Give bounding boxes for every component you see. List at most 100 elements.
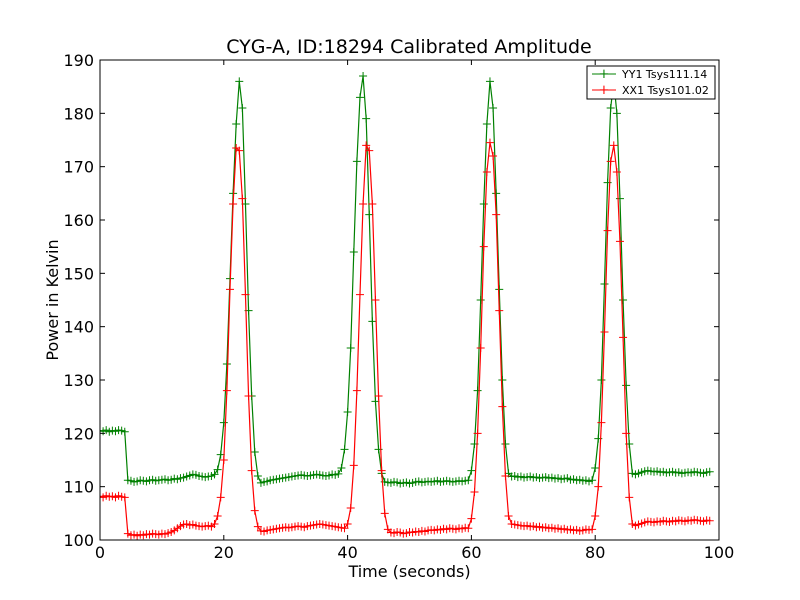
data-point (253, 472, 262, 480)
data-point (334, 469, 343, 478)
data-point (495, 285, 504, 294)
y-tick-label: 190 (63, 51, 94, 70)
data-point (343, 408, 352, 416)
data-point (467, 466, 476, 475)
data-point (473, 429, 482, 438)
x-tick-label: 100 (704, 543, 735, 562)
x-tick-label: 0 (95, 543, 105, 562)
data-point (615, 194, 624, 203)
data-point (609, 141, 618, 150)
data-point (612, 109, 621, 118)
data-point (482, 168, 491, 176)
data-point (216, 450, 225, 459)
y-tick-label: 100 (63, 531, 94, 550)
data-point (362, 114, 371, 123)
data-point (612, 168, 621, 176)
y-tick-label: 160 (63, 211, 94, 230)
data-point (498, 376, 507, 384)
data-point (485, 138, 494, 147)
data-point (349, 248, 358, 256)
y-axis-label: Power in Kelvin (43, 239, 62, 360)
data-point (489, 152, 498, 160)
data-point (210, 470, 219, 479)
data-point (588, 476, 597, 485)
y-tick-label: 150 (63, 264, 94, 283)
legend-marker-xx1: + (599, 83, 610, 98)
x-tick-label: 60 (461, 543, 481, 562)
data-point (705, 467, 714, 476)
data-point (222, 386, 231, 395)
data-point (250, 448, 259, 456)
data-point (464, 476, 473, 485)
data-point (377, 466, 386, 475)
data-point (371, 397, 380, 406)
ticks-layer: 0 20 40 60 80 100 100 110 120 130 140 150 160 170 180 1… (63, 51, 734, 562)
data-point (238, 104, 247, 112)
data-point (597, 418, 606, 427)
data-point (216, 493, 225, 502)
data-point (238, 194, 247, 203)
series-layer (100, 72, 714, 540)
data-point (485, 77, 494, 86)
data-point (476, 296, 485, 304)
data-point (492, 210, 501, 219)
data-point (213, 465, 222, 474)
data-point (346, 344, 355, 352)
legend-marker-yy1: + (599, 67, 610, 82)
data-point (352, 157, 361, 166)
data-point (368, 317, 377, 326)
legend-box (586, 65, 716, 100)
data-point (337, 464, 346, 472)
data-point (600, 328, 609, 336)
data-point (588, 525, 597, 534)
data-point (479, 200, 488, 208)
data-point (501, 440, 510, 448)
y-tick-label: 140 (63, 318, 94, 337)
data-point (355, 290, 364, 299)
data-point (705, 516, 714, 525)
x-tick-label: 80 (585, 543, 605, 562)
data-point (346, 504, 355, 512)
data-point (619, 296, 628, 304)
y-tick-label: 120 (63, 424, 94, 443)
data-point (219, 418, 228, 427)
data-point (464, 524, 473, 533)
data-point (380, 509, 389, 518)
data-point (225, 285, 234, 294)
data-point (229, 200, 238, 208)
chart-title: CYG-A, ID:18294 Calibrated Amplitude (226, 36, 591, 58)
data-point (606, 104, 615, 112)
plot-frame (99, 59, 720, 541)
data-point (600, 280, 609, 288)
data-point (359, 200, 368, 208)
y-tick-label: 110 (63, 478, 94, 497)
x-tick-label: 40 (337, 543, 357, 562)
data-point (603, 226, 612, 235)
data-point (625, 493, 634, 502)
data-point (340, 445, 349, 454)
legend: + YY1 Tsys111.14 + XX1 Tsys101.02 (586, 65, 716, 100)
data-point (371, 296, 380, 304)
data-point (232, 120, 241, 128)
data-point (495, 306, 504, 315)
data-point (470, 488, 479, 496)
data-point (622, 381, 631, 390)
data-point (479, 242, 488, 251)
data-point (219, 456, 228, 464)
y-tick-label: 170 (63, 158, 94, 177)
data-point (467, 514, 476, 523)
data-point (253, 522, 262, 531)
data-point (355, 93, 364, 102)
data-point (120, 427, 129, 436)
data-point (120, 493, 129, 502)
data-point (594, 482, 603, 491)
data-point (359, 72, 368, 80)
y-tick-label: 130 (63, 371, 94, 390)
data-point (619, 333, 628, 342)
data-point (597, 376, 606, 384)
data-point (362, 141, 371, 150)
data-point (365, 210, 374, 219)
series-line (100, 75, 710, 485)
data-point (250, 506, 259, 515)
